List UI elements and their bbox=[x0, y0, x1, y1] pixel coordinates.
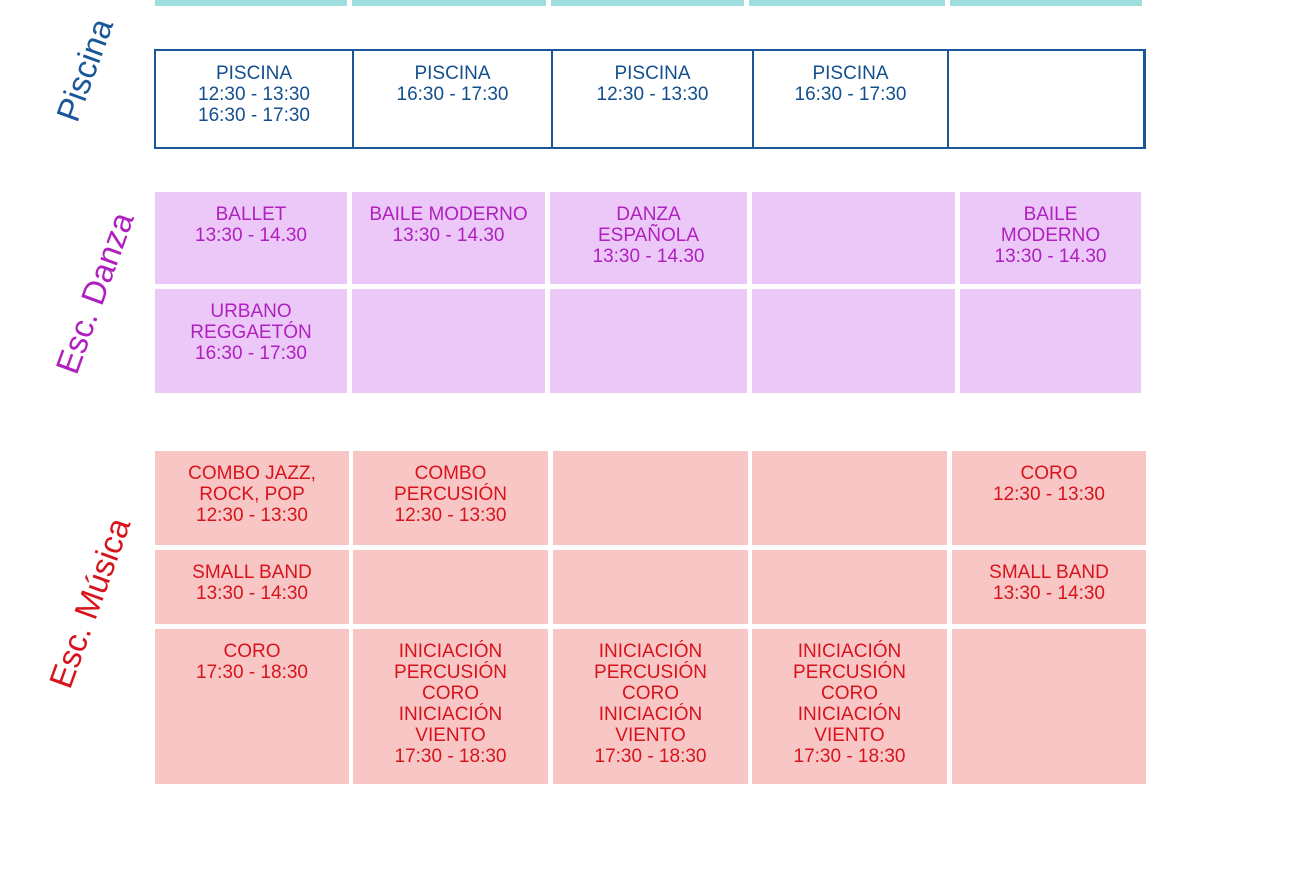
musica-row1-thu bbox=[752, 451, 947, 545]
piscina-cell-fri bbox=[947, 49, 1146, 149]
musica-row2-thu bbox=[752, 550, 947, 624]
top-strip-cell bbox=[749, 0, 945, 6]
top-strip-cell bbox=[950, 0, 1142, 6]
musica-row2-fri: SMALL BAND 13:30 - 14:30 bbox=[952, 550, 1146, 624]
musica-row2-mon: SMALL BAND 13:30 - 14:30 bbox=[155, 550, 349, 624]
danza-row1-fri: BAILE MODERNO 13:30 - 14.30 bbox=[960, 192, 1141, 284]
danza-row1-thu bbox=[752, 192, 955, 284]
danza-row2-tue bbox=[352, 289, 545, 393]
musica-row2-tue bbox=[353, 550, 548, 624]
danza-row1-wed: DANZA ESPAÑOLA 13:30 - 14.30 bbox=[550, 192, 747, 284]
musica-row3-thu: INICIACIÓN PERCUSIÓN CORO INICIACIÓN VIE… bbox=[752, 629, 947, 784]
danza-row2-wed bbox=[550, 289, 747, 393]
piscina-cell-tue: PISCINA 16:30 - 17:30 bbox=[352, 49, 553, 149]
top-strip-cell bbox=[155, 0, 347, 6]
top-strip-cell bbox=[551, 0, 744, 6]
top-strip-cell bbox=[352, 0, 546, 6]
piscina-cell-mon: PISCINA 12:30 - 13:30 16:30 - 17:30 bbox=[154, 49, 354, 149]
piscina-cell-wed: PISCINA 12:30 - 13:30 bbox=[551, 49, 754, 149]
musica-row3-tue: INICIACIÓN PERCUSIÓN CORO INICIACIÓN VIE… bbox=[353, 629, 548, 784]
musica-row1-mon: COMBO JAZZ, ROCK, POP 12:30 - 13:30 bbox=[155, 451, 349, 545]
danza-row1-mon: BALLET 13:30 - 14.30 bbox=[155, 192, 347, 284]
musica-row2-wed bbox=[553, 550, 748, 624]
musica-row1-tue: COMBO PERCUSIÓN 12:30 - 13:30 bbox=[353, 451, 548, 545]
musica-row1-fri: CORO 12:30 - 13:30 bbox=[952, 451, 1146, 545]
danza-row2-mon: URBANO REGGAETÓN 16:30 - 17:30 bbox=[155, 289, 347, 393]
section-label-piscina: Piscina bbox=[48, 13, 121, 127]
section-label-musica: Esc. Música bbox=[41, 512, 138, 693]
danza-row2-thu bbox=[752, 289, 955, 393]
musica-row3-fri bbox=[952, 629, 1146, 784]
musica-row1-wed bbox=[553, 451, 748, 545]
section-label-danza: Esc. Danza bbox=[48, 207, 141, 379]
musica-row3-wed: INICIACIÓN PERCUSIÓN CORO INICIACIÓN VIE… bbox=[553, 629, 748, 784]
musica-row3-mon: CORO 17:30 - 18:30 bbox=[155, 629, 349, 784]
piscina-cell-thu: PISCINA 16:30 - 17:30 bbox=[752, 49, 949, 149]
danza-row1-tue: BAILE MODERNO 13:30 - 14.30 bbox=[352, 192, 545, 284]
danza-row2-fri bbox=[960, 289, 1141, 393]
